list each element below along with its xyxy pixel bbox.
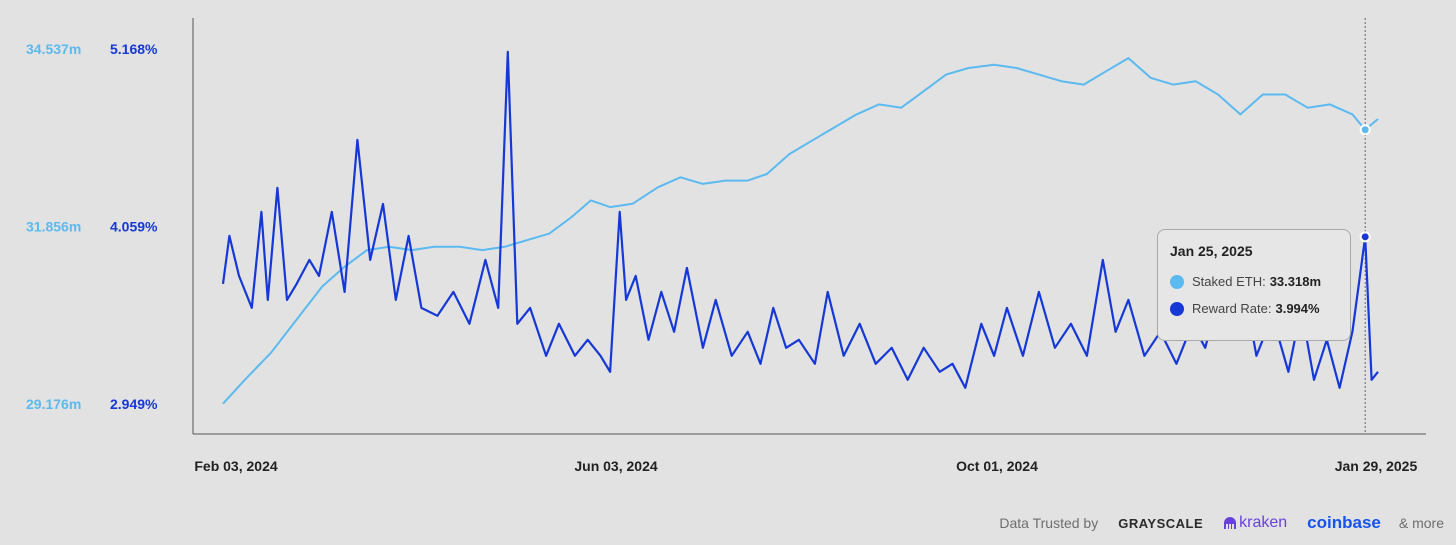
reward-rate-dot-icon bbox=[1170, 301, 1184, 316]
reward-rate-marker bbox=[1359, 231, 1371, 243]
staked-eth-line bbox=[222, 57, 1379, 405]
footer: Data Trusted by GRAYSCALE kraken coinbas… bbox=[999, 513, 1444, 533]
kraken-logo: kraken bbox=[1223, 514, 1287, 532]
x-tick-label: Jan 29, 2025 bbox=[1335, 458, 1418, 474]
kraken-icon bbox=[1224, 517, 1237, 529]
y-tick-label-reward-rate: 5.168% bbox=[110, 41, 158, 57]
tooltip-date: Jan 25, 2025 bbox=[1170, 243, 1253, 259]
x-tick-label: Oct 01, 2024 bbox=[956, 458, 1038, 474]
tooltip-row-staked-eth: Staked ETH: 33.318m bbox=[1170, 274, 1338, 289]
tooltip-label: Staked ETH: bbox=[1192, 274, 1266, 289]
series-layer bbox=[221, 50, 1379, 405]
staked-eth-marker bbox=[1359, 124, 1371, 136]
x-tick-label: Feb 03, 2024 bbox=[194, 458, 277, 474]
tooltip-label: Reward Rate: bbox=[1192, 301, 1272, 316]
y-tick-labels: 34.537m 31.856m 29.176m 5.168% 4.059% 2.949% bbox=[26, 41, 158, 412]
y-tick-label-reward-rate: 4.059% bbox=[110, 219, 158, 235]
chart-axes bbox=[192, 18, 1426, 435]
grayscale-logo: GRAYSCALE bbox=[1118, 515, 1204, 531]
tooltip: Jan 25, 2025 Staked ETH: 33.318m Reward … bbox=[1157, 229, 1351, 341]
staked-eth-dot-icon bbox=[1170, 274, 1184, 289]
tooltip-value: 3.994% bbox=[1275, 301, 1320, 316]
more-label: & more bbox=[1398, 515, 1444, 531]
kraken-wordmark: kraken bbox=[1239, 514, 1288, 531]
tooltip-row-reward-rate: Reward Rate: 3.994% bbox=[1170, 301, 1338, 316]
y-tick-label-staked-eth: 31.856m bbox=[26, 219, 81, 235]
x-tick-label: Jun 03, 2024 bbox=[574, 458, 657, 474]
y-tick-label-staked-eth: 29.176m bbox=[26, 396, 81, 412]
tooltip-value: 33.318m bbox=[1269, 274, 1322, 289]
x-tick-labels: Feb 03, 2024 Jun 03, 2024 Oct 01, 2024 Jan … bbox=[194, 458, 1417, 474]
y-tick-label-staked-eth: 34.537m bbox=[26, 41, 81, 57]
y-tick-label-reward-rate: 2.949% bbox=[110, 396, 158, 412]
hover-markers bbox=[1359, 124, 1371, 243]
data-trusted-label: Data Trusted by bbox=[999, 515, 1099, 531]
coinbase-logo: coinbase bbox=[1307, 513, 1381, 532]
